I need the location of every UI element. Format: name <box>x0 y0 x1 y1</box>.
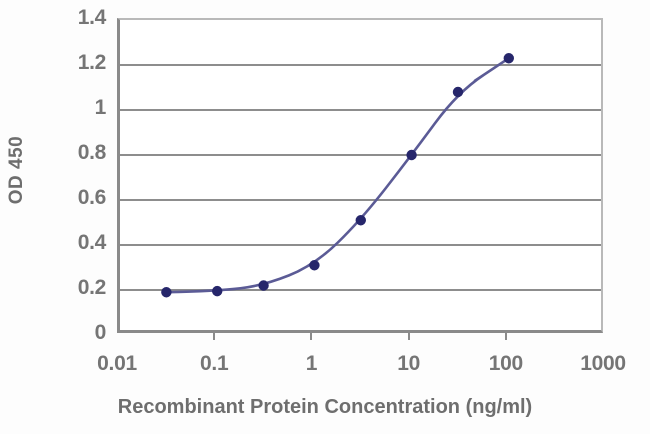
data-point-marker <box>258 280 269 291</box>
data-point-marker <box>309 260 320 271</box>
y-axis-tick-labels: 0 0.2 0.4 0.6 0.8 1 1.2 1.4 <box>34 0 112 434</box>
data-point-marker <box>212 285 223 297</box>
data-point-marker <box>503 53 514 64</box>
y-axis-tick-label: 0 <box>94 321 107 344</box>
x-axis-tick <box>213 333 216 340</box>
series-markers-od450 <box>161 53 514 298</box>
y-axis-title: OD 450 <box>0 0 34 340</box>
x-axis-tick-label: 1000 <box>580 352 626 375</box>
x-axis-tick <box>310 333 313 340</box>
x-axis-tick-labels: 0.01 0.1 1 10 100 1000 <box>0 352 650 384</box>
x-axis-title: Recombinant Protein Concentration (ng/ml… <box>117 396 533 418</box>
x-axis-tick-label: 1 <box>305 352 318 375</box>
y-axis-tick-label: 1.4 <box>77 6 107 29</box>
data-series-layer <box>161 53 514 298</box>
y-axis-tick-label: 0.6 <box>77 186 107 209</box>
y-axis-title-text: OD 450 <box>6 135 28 205</box>
y-axis-tick-label: 1 <box>94 96 107 119</box>
data-point-marker <box>355 215 366 226</box>
x-axis-tick <box>504 333 507 340</box>
x-axis-tick-label: 100 <box>488 352 523 375</box>
x-axis-tick-label: 0.01 <box>97 352 137 375</box>
x-axis-ticks <box>117 333 603 341</box>
data-point-marker <box>406 149 417 161</box>
y-axis-tick-label: 1.2 <box>77 51 107 74</box>
x-axis-tick <box>407 333 410 340</box>
plot-area <box>117 18 603 333</box>
y-axis-tick-label: 0.2 <box>77 276 107 299</box>
series-line-od450 <box>165 56 511 294</box>
x-axis-tick-label: 0.1 <box>200 352 229 375</box>
data-point-marker <box>452 86 464 98</box>
x-axis-tick-label: 10 <box>397 352 420 375</box>
y-axis-tick-label: 0.4 <box>77 231 107 254</box>
data-point-marker <box>161 287 172 298</box>
y-axis-tick-label: 0.8 <box>77 141 107 164</box>
